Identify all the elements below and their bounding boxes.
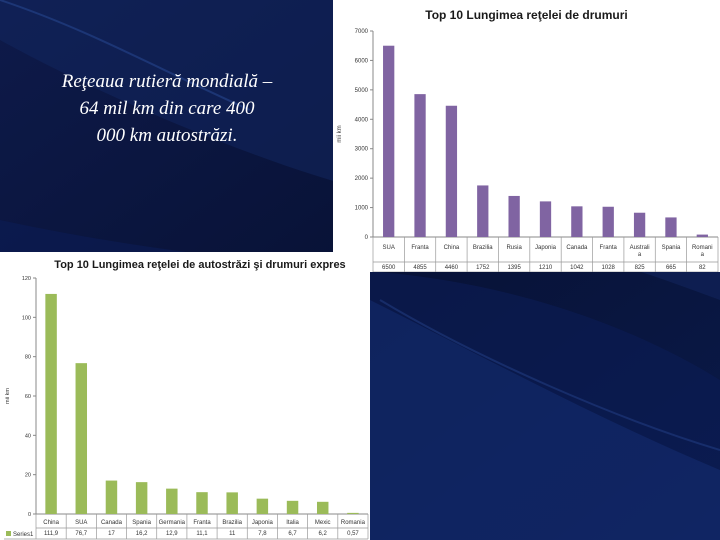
data-label: 4855 xyxy=(413,265,427,271)
slide-text-line: Reţeaua rutieră mondială – xyxy=(61,71,273,92)
data-label: 17 xyxy=(108,531,115,537)
x-tick-label: Italia xyxy=(286,520,299,526)
y-tick-label: 7000 xyxy=(355,29,369,35)
y-axis-label: mii km xyxy=(337,125,343,142)
data-label: 1028 xyxy=(602,265,616,271)
bar xyxy=(347,512,359,514)
bar xyxy=(571,206,583,237)
y-tick-label: 6000 xyxy=(355,58,369,64)
bar xyxy=(105,480,118,514)
slide-text-line: 64 mil km din care 400 xyxy=(79,98,255,119)
x-tick-label: Brazilia xyxy=(473,245,493,251)
bar xyxy=(539,201,552,237)
x-tick-label: China xyxy=(43,520,59,526)
legend-swatch xyxy=(6,531,11,536)
roads-chart: 0 1000 2000 3000 4000 5000 6000 7000 mii km SUA 65… xyxy=(337,29,719,272)
x-tick-label: Mexic xyxy=(315,520,331,526)
x-tick-label: Romania xyxy=(341,520,366,526)
data-label: 82 xyxy=(699,265,706,271)
y-tick-label: 3000 xyxy=(355,147,369,153)
y-tick-label: 20 xyxy=(25,473,31,479)
slide-text-line: 000 km autostrăzi. xyxy=(96,125,238,146)
x-tick-label: Canada xyxy=(566,245,588,251)
x-tick-label: Franta xyxy=(411,245,429,251)
roads-chart-panel: Top 10 Lungimea reţelei de drumuri 0 1000… xyxy=(333,0,720,272)
bar xyxy=(256,498,269,514)
bar xyxy=(135,482,148,514)
data-label: 11,1 xyxy=(196,531,208,537)
y-tick-label: 40 xyxy=(25,433,31,439)
x-tick-label: Japonia xyxy=(535,245,557,251)
x-tick-label: Spania xyxy=(132,520,151,526)
data-label: 1210 xyxy=(539,265,553,271)
bar xyxy=(633,212,646,237)
chart-title: Top 10 Lungimea reţelei de autostrăzi şi… xyxy=(54,259,346,271)
y-tick-label: 1000 xyxy=(355,206,369,212)
data-label: 111,9 xyxy=(44,531,59,537)
bar xyxy=(414,94,426,237)
data-label: 7,8 xyxy=(258,531,267,537)
bar xyxy=(226,492,238,514)
x-tick-label: Spania xyxy=(662,245,681,251)
x-tick-label: Rusia xyxy=(506,245,522,251)
data-label: 1395 xyxy=(507,265,521,271)
bar xyxy=(45,293,57,514)
data-label: 76,7 xyxy=(75,531,87,537)
x-tick-label: Germania xyxy=(159,520,186,526)
slide-text: Reţeaua rutieră mondială – 64 mil km din… xyxy=(8,68,326,149)
y-tick-label: 5000 xyxy=(355,88,369,94)
data-label: 1042 xyxy=(570,265,584,271)
data-label: 0,57 xyxy=(347,531,359,537)
bar xyxy=(166,488,178,514)
x-tick-label: SUA xyxy=(75,520,87,526)
x-tick-label: Franta xyxy=(600,245,618,251)
highways-chart-panel: Top 10 Lungimea reţelei de autostrăzi şi… xyxy=(0,252,370,540)
y-tick-label: 2000 xyxy=(355,176,369,182)
bar xyxy=(316,501,329,514)
bar xyxy=(196,492,208,514)
y-axis-label: mii km xyxy=(5,388,11,404)
data-label: 665 xyxy=(666,265,677,271)
y-tick-label: 60 xyxy=(25,394,31,400)
data-label: 825 xyxy=(635,265,646,271)
data-label: 12,9 xyxy=(166,531,178,537)
data-label: 1752 xyxy=(476,265,490,271)
x-tick-label: Australi a xyxy=(630,245,650,258)
legend-label: Series1 xyxy=(13,532,34,538)
highways-chart: 0 20 40 60 80 100 120 mii km China 111,9 SUA 76,7 Ca… xyxy=(4,276,369,540)
bar xyxy=(508,195,520,237)
bar xyxy=(75,363,88,514)
data-label: 6500 xyxy=(382,265,396,271)
y-tick-label: 4000 xyxy=(355,117,369,123)
x-tick-label: Brazilia xyxy=(222,520,242,526)
bar xyxy=(383,45,395,237)
y-tick-label: 120 xyxy=(22,276,31,282)
y-tick-label: 80 xyxy=(25,355,31,361)
bar xyxy=(286,500,299,514)
y-tick-label: 0 xyxy=(28,512,31,518)
chart-title: Top 10 Lungimea reţelei de drumuri xyxy=(425,8,628,22)
x-tick-label: China xyxy=(444,245,460,251)
data-label: 4460 xyxy=(445,265,459,271)
x-tick-label: Franta xyxy=(193,520,211,526)
data-label: 6,2 xyxy=(319,531,328,537)
bar xyxy=(602,206,614,237)
x-tick-label: SUA xyxy=(383,245,395,251)
data-label: 16,2 xyxy=(136,531,148,537)
data-label: 11 xyxy=(229,531,236,537)
bar xyxy=(665,217,677,237)
y-tick-label: 100 xyxy=(22,315,31,321)
data-label: 6,7 xyxy=(288,531,297,537)
bar xyxy=(477,185,489,237)
x-tick-label: Canada xyxy=(101,520,123,526)
y-tick-label: 0 xyxy=(365,235,369,241)
x-tick-label: Japonia xyxy=(252,520,274,526)
bar xyxy=(445,105,458,238)
bar xyxy=(696,234,708,237)
